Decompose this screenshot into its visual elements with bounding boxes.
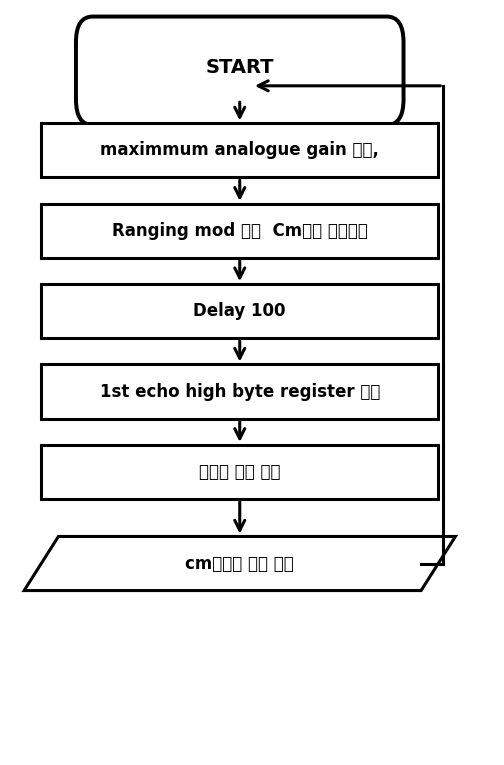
Text: 데이터 신호 얻음: 데이터 신호 얻음 [199,463,281,481]
FancyBboxPatch shape [41,364,438,418]
Text: maximmum analogue gain 설정,: maximmum analogue gain 설정, [100,142,379,159]
Text: Ranging mod 선택  Cm단위 측정시작: Ranging mod 선택 Cm단위 측정시작 [112,222,368,239]
FancyBboxPatch shape [76,17,404,125]
Text: 1st echo high byte register 설정: 1st echo high byte register 설정 [100,382,380,401]
FancyBboxPatch shape [41,284,438,338]
Text: Delay 100: Delay 100 [194,302,286,320]
FancyBboxPatch shape [41,203,438,258]
FancyBboxPatch shape [41,123,438,177]
Polygon shape [24,536,456,591]
Text: cm단위로 거리 출력: cm단위로 거리 출력 [185,555,294,572]
Text: START: START [206,58,274,77]
FancyBboxPatch shape [41,444,438,499]
